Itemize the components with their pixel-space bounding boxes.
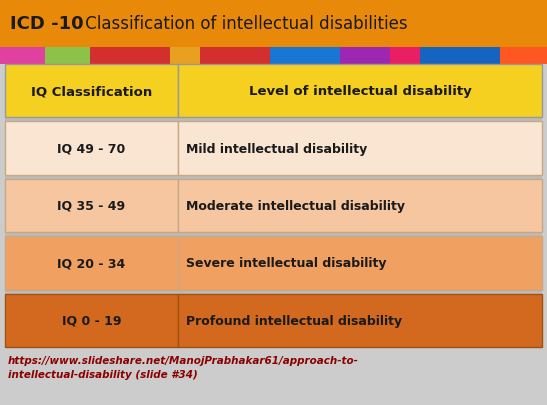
Bar — [5, 65, 178, 118]
Bar — [500, 48, 547, 65]
Bar — [178, 65, 542, 118]
Bar — [90, 48, 170, 65]
Bar — [420, 48, 500, 65]
Text: IQ Classification: IQ Classification — [31, 85, 152, 98]
Bar — [5, 179, 178, 232]
Bar — [0, 48, 45, 65]
Text: Profound intellectual disability: Profound intellectual disability — [186, 314, 402, 327]
Text: Level of intellectual disability: Level of intellectual disability — [249, 85, 472, 98]
Bar — [5, 122, 178, 175]
Bar — [390, 48, 420, 65]
Bar — [270, 48, 340, 65]
Bar — [170, 48, 200, 65]
Bar — [340, 48, 390, 65]
Text: IQ 20 - 34: IQ 20 - 34 — [57, 257, 126, 270]
Bar — [200, 48, 270, 65]
Bar — [45, 48, 90, 65]
Bar — [5, 237, 178, 290]
Text: Moderate intellectual disability: Moderate intellectual disability — [186, 200, 405, 213]
Text: IQ 35 - 49: IQ 35 - 49 — [57, 200, 126, 213]
Bar — [5, 65, 542, 347]
Bar — [178, 122, 542, 175]
Text: Severe intellectual disability: Severe intellectual disability — [186, 257, 387, 270]
Text: ICD -10: ICD -10 — [10, 15, 84, 33]
Bar — [178, 179, 542, 232]
Bar — [178, 294, 542, 347]
Text: https://www.slideshare.net/ManojPrabhakar61/approach-to-: https://www.slideshare.net/ManojPrabhaka… — [8, 355, 359, 365]
Text: Mild intellectual disability: Mild intellectual disability — [186, 142, 367, 155]
Bar — [5, 294, 178, 347]
Bar — [0, 0, 547, 48]
Bar — [178, 237, 542, 290]
Text: IQ 49 - 70: IQ 49 - 70 — [57, 142, 126, 155]
Text: intellectual-disability (slide #34): intellectual-disability (slide #34) — [8, 369, 198, 379]
Text: IQ 0 - 19: IQ 0 - 19 — [62, 314, 121, 327]
Text: Classification of intellectual disabilities: Classification of intellectual disabilit… — [80, 15, 408, 33]
